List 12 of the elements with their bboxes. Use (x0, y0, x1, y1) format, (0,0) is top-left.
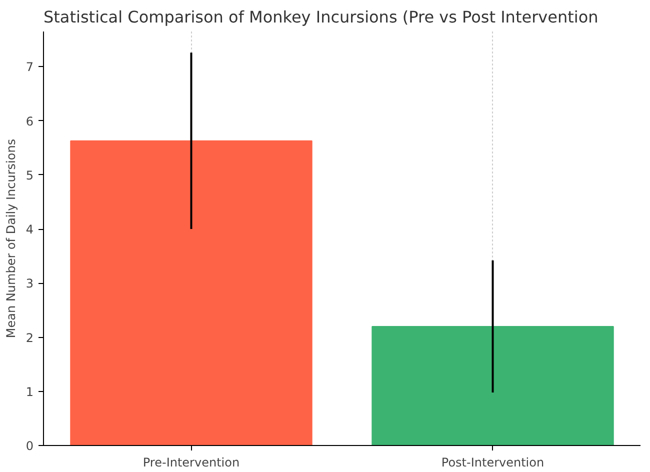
y-tick-label: 5 (26, 168, 34, 182)
y-tick-label: 4 (26, 222, 34, 237)
y-tick-label: 3 (26, 276, 34, 291)
x-tick-label: Post-Intervention (441, 456, 544, 470)
y-tick-label: 6 (26, 114, 34, 128)
y-tick-label: 1 (26, 384, 34, 399)
y-tick-label: 2 (26, 330, 34, 345)
x-tick-label: Pre-Intervention (142, 456, 240, 470)
y-tick-label: 0 (26, 439, 34, 453)
chart-title: Statistical Comparison of Monkey Incursions (Pre vs Post Intervention (44, 8, 598, 26)
y-tick-label: 7 (26, 60, 34, 74)
y-axis-title: Mean Number of Daily Incursions (4, 138, 18, 338)
